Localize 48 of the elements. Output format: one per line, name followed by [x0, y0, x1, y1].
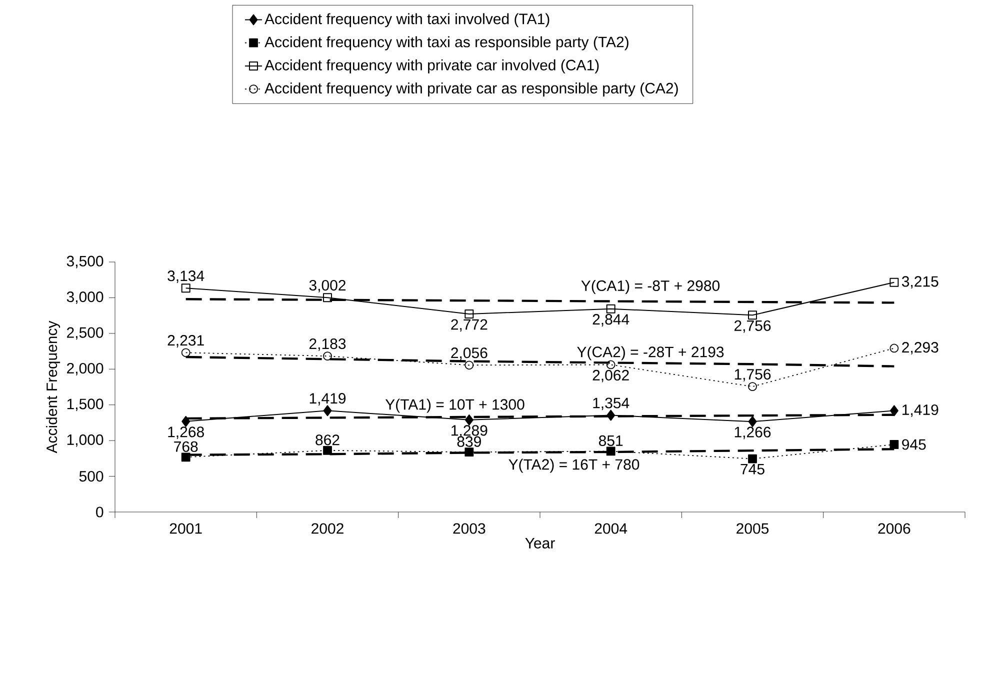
data-label: 1,419: [902, 404, 938, 417]
annotation: Y(CA2) = -28T + 2193: [577, 346, 724, 360]
data-label: 1,354: [593, 398, 630, 410]
data-label: 839: [457, 436, 481, 447]
data-label: 1,289: [452, 425, 488, 438]
legend-label: Accident frequency with private car as responsible party (CA2): [264, 82, 678, 96]
data-label: 2,844: [592, 314, 630, 326]
y-tick-label: 2,500: [67, 327, 104, 340]
data-label: 2,293: [902, 342, 938, 354]
data-label: 3,002: [309, 280, 346, 292]
y-tick-label: 2,000: [67, 362, 104, 376]
data-label: 2,231: [168, 335, 204, 348]
y-tick-label: 0: [96, 506, 104, 518]
data-label: 3,215: [902, 276, 938, 289]
data-label: 1,756: [734, 368, 771, 382]
data-label: 851: [598, 435, 623, 446]
x-axis-title: Year: [525, 538, 555, 548]
legend-label: Accident frequency with taxi involved (TA1): [264, 13, 550, 28]
data-label: 745: [740, 464, 764, 474]
data-label: 945: [902, 439, 926, 450]
x-tick-label: 2003: [453, 523, 486, 534]
data-label: 862: [316, 434, 340, 446]
legend-label: Accident frequency with taxi as responsible party (TA2): [264, 36, 628, 50]
data-label: 2,062: [592, 370, 629, 382]
data-label: 2,183: [309, 338, 346, 351]
data-label: 2,756: [734, 320, 771, 333]
data-label: 1,268: [168, 426, 204, 440]
data-label: 1,266: [734, 426, 771, 440]
x-tick-label: 2004: [594, 523, 628, 534]
legend-label: Accident frequency with private car involved (CA1): [264, 59, 599, 74]
y-axis-title: Accident Frequency: [46, 320, 60, 454]
y-tick-label: 500: [79, 470, 104, 482]
data-label: 768: [174, 441, 198, 452]
data-label: 2,772: [451, 319, 488, 332]
x-tick-label: 2001: [170, 523, 202, 534]
y-tick-label: 3,500: [66, 256, 104, 268]
data-label: 3,134: [168, 270, 204, 283]
annotation: Y(CA1) = -8T + 2980: [581, 280, 720, 294]
y-tick-label: 1,000: [67, 434, 104, 447]
x-tick-label: 2005: [736, 523, 769, 534]
x-tick-label: 2002: [312, 523, 344, 534]
data-label: 1,419: [310, 393, 346, 406]
annotation: Y(TA1) = 10T + 1300: [385, 398, 524, 413]
y-tick-label: 3,000: [66, 292, 104, 304]
annotation: Y(TA2) = 16T + 780: [508, 458, 640, 473]
x-tick-label: 2006: [878, 523, 910, 534]
y-tick-label: 1,500: [67, 398, 104, 412]
data-label: 2,056: [451, 348, 488, 360]
